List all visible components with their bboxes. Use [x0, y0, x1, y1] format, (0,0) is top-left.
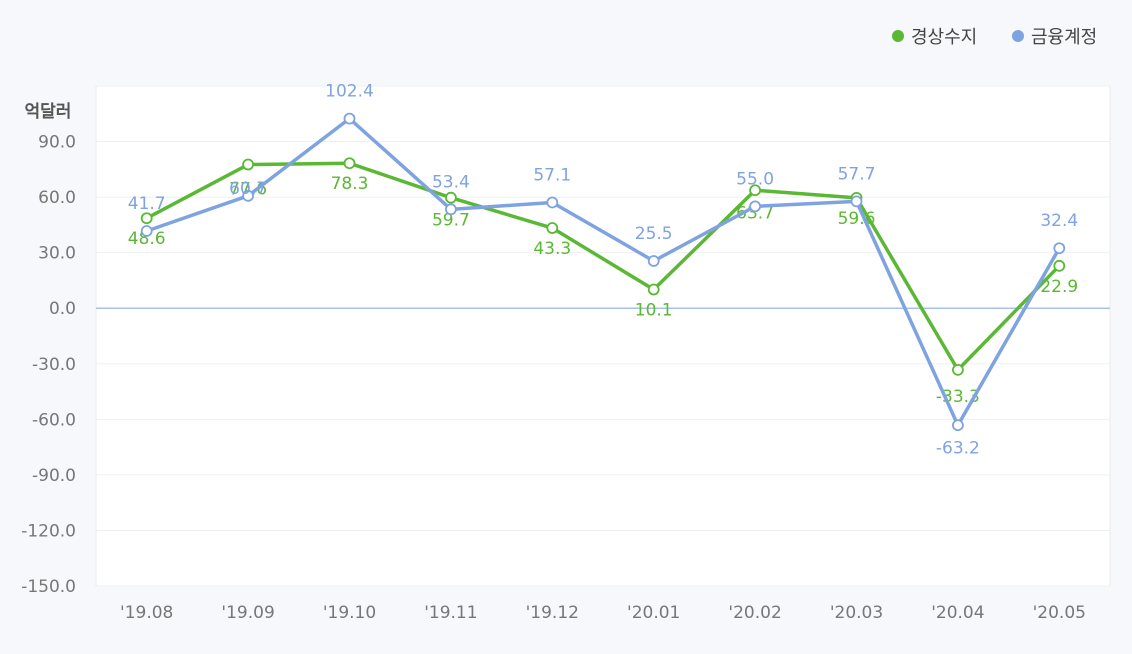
- legend: 경상수지 금융계정: [892, 27, 1097, 48]
- data-point: [749, 184, 761, 197]
- y-tick-label: 90.0: [38, 133, 76, 153]
- plot-area: [95, 85, 1111, 587]
- data-point: [343, 157, 356, 170]
- data-label: -63.2: [936, 438, 980, 458]
- data-label: 32.4: [1040, 211, 1078, 231]
- data-point: [546, 196, 559, 209]
- x-tick-label: '20.05: [1033, 603, 1086, 623]
- data-point: [140, 225, 153, 237]
- data-label: 78.3: [331, 174, 369, 194]
- data-label: 60.7: [229, 179, 267, 199]
- y-tick-label: -120.0: [21, 521, 76, 541]
- legend-dot-icon: [1012, 30, 1024, 42]
- data-label: 53.4: [432, 172, 470, 192]
- legend-item-financial-account: 금융계정: [1012, 27, 1097, 48]
- series-lines: 48.677.6 78.359.743.310.163.7 59.6-33.322.…: [128, 82, 1078, 459]
- legend-dot-icon: [892, 30, 904, 42]
- data-point: [242, 189, 255, 202]
- y-tick-label: 0.0: [49, 299, 76, 319]
- data-point: [546, 222, 559, 234]
- legend-item-current-account: 경상수지: [892, 27, 977, 48]
- data-label: 59.6: [838, 209, 876, 229]
- x-axis: '19.08 '19.09 '19.10 '19.11 '19.12 '20.01 '20.…: [120, 603, 1086, 623]
- x-tick-label: '19.09: [221, 603, 274, 623]
- y-tick-label: -150.0: [21, 577, 76, 597]
- data-label: 48.6: [128, 229, 166, 249]
- legend-label: 경상수지: [911, 27, 977, 48]
- x-tick-label: '19.11: [424, 603, 477, 623]
- y-tick-label: -60.0: [32, 410, 76, 430]
- data-point: [647, 283, 660, 296]
- data-label: 25.5: [635, 224, 673, 244]
- data-point: [850, 195, 863, 208]
- y-axis: 90.0 60.0 30.0 0.0 -30.0 -60.0 -90.0 -120.0 -150…: [21, 133, 76, 597]
- data-point: [1053, 242, 1066, 255]
- series-financial-account: 41.7 60.7 102.4 53.4 57.1 25.5 55.0 57.7 -63.2 32…: [128, 82, 1078, 459]
- data-point: [1053, 259, 1066, 272]
- data-point: [647, 255, 660, 267]
- data-point: [952, 363, 964, 376]
- x-tick-label: '19.08: [120, 603, 173, 623]
- data-point: [140, 212, 153, 225]
- x-tick-label: '20.02: [728, 603, 781, 623]
- data-label: 59.7: [432, 211, 470, 231]
- data-point: [444, 191, 457, 204]
- y-tick-label: -30.0: [32, 355, 76, 375]
- x-tick-label: '20.03: [830, 603, 883, 623]
- series-line: [144, 161, 1062, 372]
- series-line: [144, 116, 1062, 428]
- data-label: 41.7: [128, 194, 166, 214]
- y-tick-label: -90.0: [32, 466, 76, 486]
- data-label: 10.1: [635, 301, 673, 321]
- data-point: [952, 419, 964, 432]
- gridlines: [96, 85, 1110, 587]
- x-tick-label: '20.01: [627, 603, 680, 623]
- data-label: 57.1: [533, 165, 571, 185]
- data-point: [444, 203, 457, 216]
- x-tick-label: '19.10: [323, 603, 376, 623]
- data-label: 63.7: [736, 203, 774, 223]
- x-tick-label: '19.12: [526, 603, 579, 623]
- data-point: [749, 200, 761, 213]
- y-axis-unit-label: 억달러: [25, 101, 72, 122]
- data-label: 55.0: [736, 169, 774, 189]
- data-label: 57.7: [838, 164, 876, 184]
- data-point: [343, 112, 356, 125]
- data-label: 102.4: [325, 82, 374, 102]
- y-tick-label: 30.0: [38, 244, 76, 264]
- x-tick-label: '20.04: [931, 603, 984, 623]
- data-point: [242, 158, 255, 171]
- legend-label: 금융계정: [1031, 27, 1097, 48]
- data-label: 43.3: [533, 239, 571, 259]
- data-label: 77.6: [229, 180, 267, 200]
- data-label: 22.9: [1040, 277, 1078, 297]
- y-tick-label: 60.0: [38, 188, 76, 208]
